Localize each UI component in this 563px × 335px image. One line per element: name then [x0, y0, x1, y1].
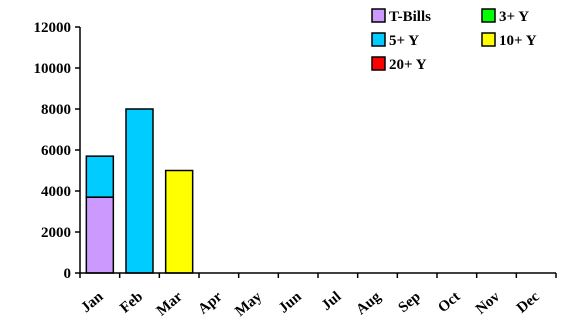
legend-label: 3+ Y [499, 9, 529, 25]
y-tick-label: 6000 [41, 143, 71, 159]
legend-swatch [481, 32, 496, 47]
legend-label: 20+ Y [389, 57, 427, 73]
x-tick-label: Oct [435, 289, 463, 316]
y-tick-label: 12000 [34, 20, 72, 36]
x-tick-label: Jul [319, 289, 345, 314]
x-tick-label: Jun [276, 288, 305, 316]
y-tick-label: 8000 [41, 102, 71, 118]
bars [85, 108, 194, 274]
y-tick-label: 4000 [41, 184, 71, 200]
legend: T-Bills 3+ Y 5+ Y 10+ Y 20+ Y [371, 8, 537, 73]
legend-label: 5+ Y [389, 33, 419, 49]
x-tick-label: Feb [117, 289, 146, 317]
legend-label: T-Bills [389, 9, 431, 25]
x-tick-label: Nov [473, 288, 503, 317]
bar-segment-feb-2 [125, 108, 154, 274]
y-tick-label: 0 [64, 266, 72, 282]
y-tick-label: 2000 [41, 225, 71, 241]
legend-swatch [481, 8, 496, 23]
x-tick-label: Mar [154, 289, 186, 320]
bar-segment-jan-0 [85, 196, 115, 274]
x-tick-label: Aug [353, 288, 384, 318]
y-tick-label: 10000 [34, 61, 72, 77]
x-tick-label: May [232, 288, 265, 319]
x-tick-label: Sep [396, 289, 424, 316]
x-axis: Jan Feb Mar Apr May Jun Jul Aug Sep Oct Nov Dec [78, 272, 557, 320]
x-tick-label: Jan [78, 288, 107, 316]
x-tick-label: Dec [514, 289, 543, 317]
legend-swatch [371, 32, 386, 47]
bar-segment-jan-2 [85, 155, 115, 198]
y-axis: 0 2000 4000 6000 8000 10000 12000 [34, 20, 81, 282]
legend-swatch [371, 56, 386, 71]
legend-swatch [371, 8, 386, 23]
bar-segment-mar-3 [164, 169, 194, 274]
legend-label: 10+ Y [499, 33, 537, 49]
x-tick-label: Apr [195, 289, 225, 318]
